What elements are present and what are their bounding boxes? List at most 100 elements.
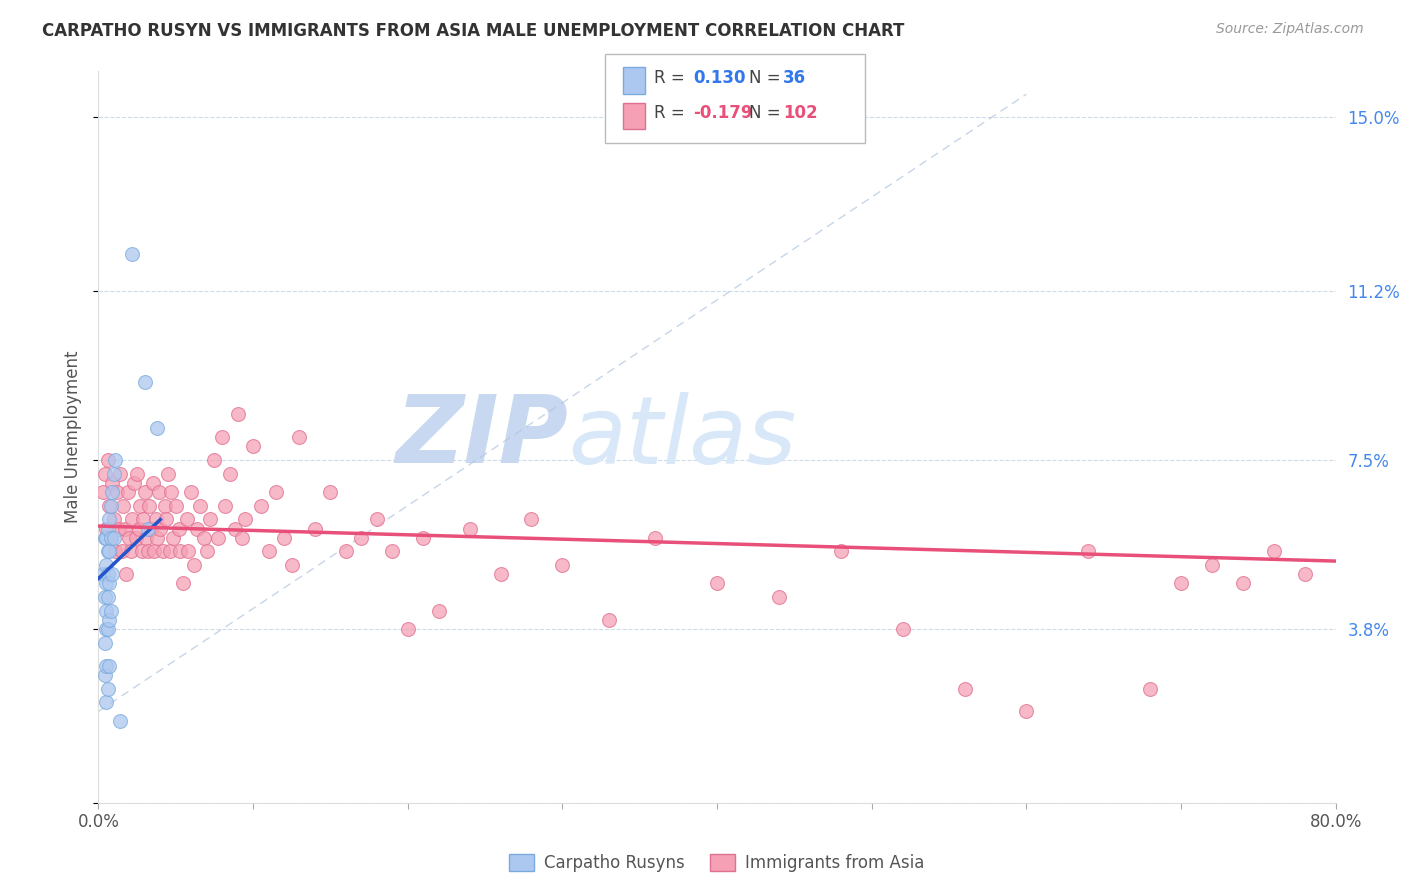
Point (97, 590, 120, 604)
Point (830, 544, 852, 558)
Point (108, 467, 131, 481)
Point (366, 512, 388, 526)
Point (131, 544, 153, 558)
Point (207, 531, 229, 545)
Point (122, 475, 145, 490)
Point (98, 544, 121, 558)
Text: R =: R = (654, 104, 685, 122)
Point (104, 544, 127, 558)
Point (142, 475, 165, 490)
Y-axis label: Male Unemployment: Male Unemployment (65, 351, 83, 524)
Point (458, 521, 481, 535)
Point (129, 499, 152, 513)
Point (396, 622, 419, 636)
Point (198, 512, 221, 526)
Point (257, 544, 280, 558)
Point (146, 421, 169, 435)
Point (598, 613, 620, 627)
Point (117, 485, 139, 500)
Point (953, 681, 976, 696)
Point (98, 613, 121, 627)
Point (183, 558, 205, 573)
Point (520, 512, 543, 526)
Point (100, 531, 122, 545)
Point (177, 544, 200, 558)
Point (93, 531, 115, 545)
Point (101, 475, 124, 490)
Point (112, 499, 135, 513)
Point (250, 499, 273, 513)
Point (98, 512, 121, 526)
Text: 36: 36 (783, 70, 806, 87)
Point (97, 453, 120, 467)
Point (1201, 558, 1223, 573)
Point (97, 544, 120, 558)
Point (204, 453, 226, 467)
Point (1263, 544, 1285, 558)
Point (152, 544, 174, 558)
Point (127, 467, 149, 481)
Point (1232, 576, 1254, 591)
Point (96, 576, 118, 591)
Point (644, 531, 666, 545)
Point (121, 247, 143, 261)
Point (412, 531, 434, 545)
Point (427, 604, 450, 618)
Text: R =: R = (654, 70, 685, 87)
Point (124, 531, 146, 545)
Point (211, 430, 233, 444)
Point (100, 604, 122, 618)
Point (101, 485, 124, 500)
Legend: Carpatho Rusyns, Immigrants from Asia: Carpatho Rusyns, Immigrants from Asia (503, 847, 931, 879)
Point (128, 521, 150, 535)
Point (226, 407, 249, 421)
Point (159, 544, 181, 558)
Point (1077, 544, 1099, 558)
Point (93, 590, 115, 604)
Point (97, 681, 120, 696)
Point (97, 622, 120, 636)
Point (145, 512, 167, 526)
Point (146, 531, 169, 545)
Point (162, 531, 184, 545)
Point (335, 544, 357, 558)
Point (891, 622, 914, 636)
Point (91, 485, 114, 500)
Point (115, 567, 138, 582)
Point (136, 544, 159, 558)
Point (98, 576, 121, 591)
Point (149, 521, 172, 535)
Point (219, 467, 242, 481)
Point (104, 453, 127, 467)
Text: -0.179: -0.179 (693, 104, 752, 122)
Point (273, 531, 295, 545)
Point (98, 499, 121, 513)
Text: CARPATHO RUSYN VS IMMIGRANTS FROM ASIA MALE UNEMPLOYMENT CORRELATION CHART: CARPATHO RUSYN VS IMMIGRANTS FROM ASIA M… (42, 22, 904, 40)
Point (381, 544, 404, 558)
Point (489, 567, 512, 582)
Point (101, 567, 124, 582)
Point (134, 376, 156, 390)
Point (139, 521, 162, 535)
Point (768, 590, 790, 604)
Point (157, 467, 180, 481)
Point (319, 485, 342, 500)
Point (111, 544, 134, 558)
Point (107, 521, 129, 535)
Point (100, 531, 122, 545)
Point (135, 531, 157, 545)
Point (105, 485, 128, 500)
Point (121, 512, 143, 526)
Point (214, 499, 236, 513)
Point (136, 521, 159, 535)
Point (235, 512, 257, 526)
Point (176, 512, 198, 526)
Point (143, 544, 166, 558)
Point (304, 521, 326, 535)
Point (96, 604, 118, 618)
Point (114, 521, 136, 535)
Text: ZIP: ZIP (395, 391, 568, 483)
Point (120, 544, 142, 558)
Text: Source: ZipAtlas.com: Source: ZipAtlas.com (1216, 22, 1364, 37)
Point (138, 499, 160, 513)
